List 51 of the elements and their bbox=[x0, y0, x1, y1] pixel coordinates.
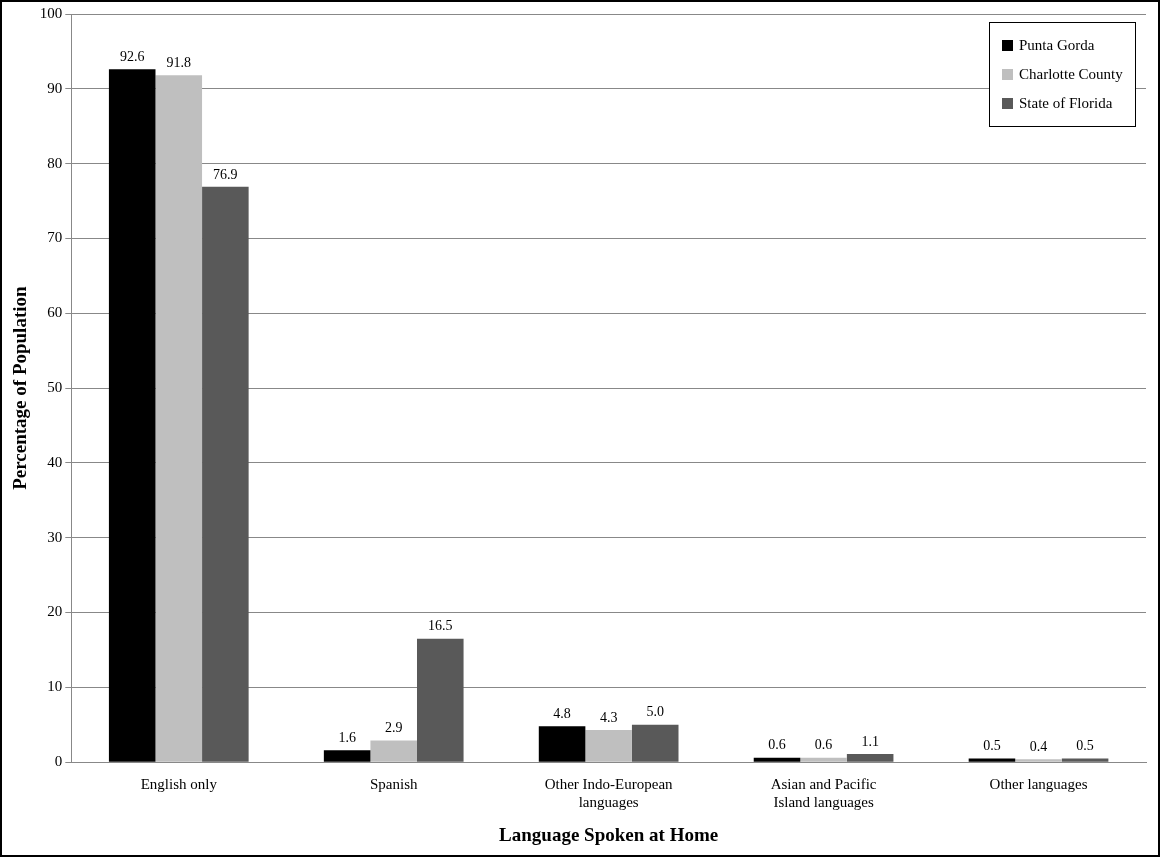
data-label: 92.6 bbox=[119, 49, 145, 65]
y-tick-label: 70 bbox=[47, 229, 63, 246]
bar bbox=[155, 75, 203, 762]
data-label: 0.5 bbox=[983, 738, 1001, 754]
bar bbox=[968, 758, 1016, 762]
bar bbox=[370, 740, 417, 762]
x-axis-title: Language Spoken at Home bbox=[499, 823, 719, 845]
data-label: 0.5 bbox=[1076, 738, 1094, 754]
bar bbox=[1061, 758, 1109, 762]
y-tick-label: 100 bbox=[39, 4, 63, 21]
data-label: 1.1 bbox=[861, 733, 879, 749]
y-tick-label: 30 bbox=[47, 528, 63, 545]
bar bbox=[1015, 759, 1062, 762]
y-tick-label: 90 bbox=[47, 79, 63, 96]
data-label: 1.6 bbox=[338, 729, 356, 745]
y-tick-label: 10 bbox=[47, 678, 63, 695]
bar bbox=[631, 724, 679, 762]
y-tick-label: 0 bbox=[54, 753, 63, 770]
x-tick-label: Asian and Pacific Island languages bbox=[770, 776, 877, 811]
x-tick-label: English only bbox=[140, 776, 218, 793]
y-tick-label: 40 bbox=[47, 453, 63, 470]
x-tick-label: Other Indo-European languages bbox=[544, 776, 674, 811]
x-tick-label: Other languages bbox=[989, 776, 1088, 793]
data-label: 0.4 bbox=[1029, 738, 1048, 754]
data-label: 91.8 bbox=[166, 55, 192, 71]
bar bbox=[417, 638, 464, 762]
y-tick-label: 50 bbox=[47, 379, 63, 396]
bar bbox=[846, 753, 894, 762]
bar bbox=[323, 750, 371, 762]
bar bbox=[585, 730, 632, 762]
y-tick-label: 60 bbox=[47, 304, 63, 321]
legend-label: State of Florida bbox=[1019, 95, 1113, 112]
y-tick-label: 80 bbox=[47, 154, 63, 171]
data-label: 76.9 bbox=[213, 166, 238, 182]
data-label: 2.9 bbox=[384, 720, 403, 736]
data-label: 4.8 bbox=[553, 705, 571, 721]
data-label: 16.5 bbox=[428, 618, 453, 634]
legend-label: Charlotte County bbox=[1019, 66, 1123, 83]
bar bbox=[800, 757, 847, 762]
y-tick-label: 20 bbox=[47, 603, 63, 620]
data-label: 0.6 bbox=[814, 737, 833, 753]
bar bbox=[108, 69, 156, 762]
y-axis-title: Percentage of Population bbox=[9, 286, 31, 490]
data-label: 5.0 bbox=[646, 704, 664, 720]
bar bbox=[538, 726, 586, 762]
data-label: 4.3 bbox=[599, 709, 618, 725]
data-label: 0.6 bbox=[768, 737, 786, 753]
bar bbox=[202, 186, 249, 762]
legend-label: Punta Gorda bbox=[1019, 37, 1095, 54]
x-tick-label: Spanish bbox=[369, 776, 418, 793]
bar bbox=[753, 757, 801, 762]
